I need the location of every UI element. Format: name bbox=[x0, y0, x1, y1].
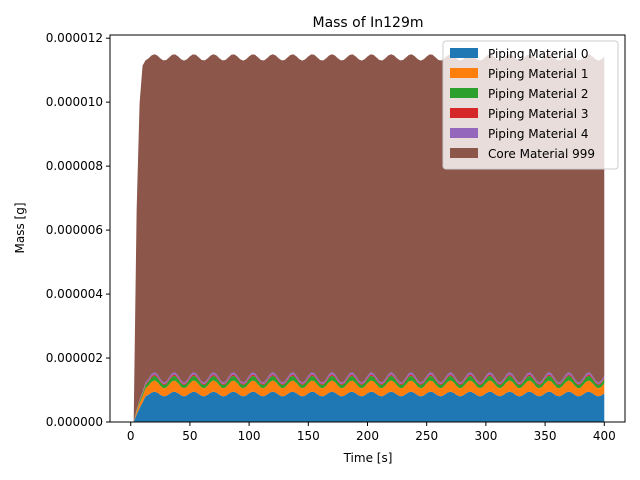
legend-swatch-3 bbox=[450, 108, 478, 118]
legend-swatch-5 bbox=[450, 148, 478, 158]
legend-label-1: Piping Material 1 bbox=[488, 67, 589, 81]
x-tick-label: 400 bbox=[593, 429, 616, 443]
legend-label-2: Piping Material 2 bbox=[488, 87, 589, 101]
legend: Piping Material 0 Piping Material 1 Piping… bbox=[442, 40, 619, 170]
area-series-2 bbox=[130, 375, 605, 422]
legend-box bbox=[442, 40, 619, 170]
x-tick-label: 250 bbox=[415, 429, 438, 443]
chart-title: Mass of In129m bbox=[312, 15, 423, 31]
legend-swatch-4 bbox=[450, 128, 478, 138]
x-tick-label: 0 bbox=[127, 429, 135, 443]
x-tick-label: 200 bbox=[356, 429, 379, 443]
y-tick-label: 0.000000 bbox=[46, 415, 103, 429]
y-tick-label: 0.000002 bbox=[46, 351, 103, 365]
area-series-1 bbox=[130, 380, 605, 422]
x-tick-label: 50 bbox=[182, 429, 197, 443]
x-axis-label: Time [s] bbox=[343, 451, 393, 465]
legend-swatch-1 bbox=[450, 68, 478, 78]
legend-label-4: Piping Material 4 bbox=[488, 127, 589, 141]
y-axis-label: Mass [g] bbox=[13, 202, 27, 253]
legend-swatch-0 bbox=[450, 48, 478, 58]
legend-swatch-2 bbox=[450, 88, 478, 98]
y-axis: 0.000000 0.000002 0.000004 0.000006 0.000008… bbox=[46, 31, 110, 429]
x-tick-label: 100 bbox=[238, 429, 261, 443]
y-tick-label: 0.000006 bbox=[46, 223, 103, 237]
legend-label-3: Piping Material 3 bbox=[488, 107, 589, 121]
x-tick-label: 350 bbox=[534, 429, 557, 443]
y-tick-label: 0.000004 bbox=[46, 287, 103, 301]
y-tick-label: 0.000008 bbox=[46, 159, 103, 173]
y-tick-label: 0.000010 bbox=[46, 95, 103, 109]
area-series-4 bbox=[130, 372, 605, 422]
legend-label-0: Piping Material 0 bbox=[488, 47, 589, 61]
x-tick-label: 150 bbox=[297, 429, 320, 443]
x-axis: 0 50 100 150 200 250 300 350 400 bbox=[127, 422, 616, 443]
area-series-0 bbox=[130, 391, 605, 422]
x-tick-label: 300 bbox=[474, 429, 497, 443]
y-tick-label: 0.000012 bbox=[46, 31, 103, 45]
legend-label-5: Core Material 999 bbox=[488, 147, 595, 161]
